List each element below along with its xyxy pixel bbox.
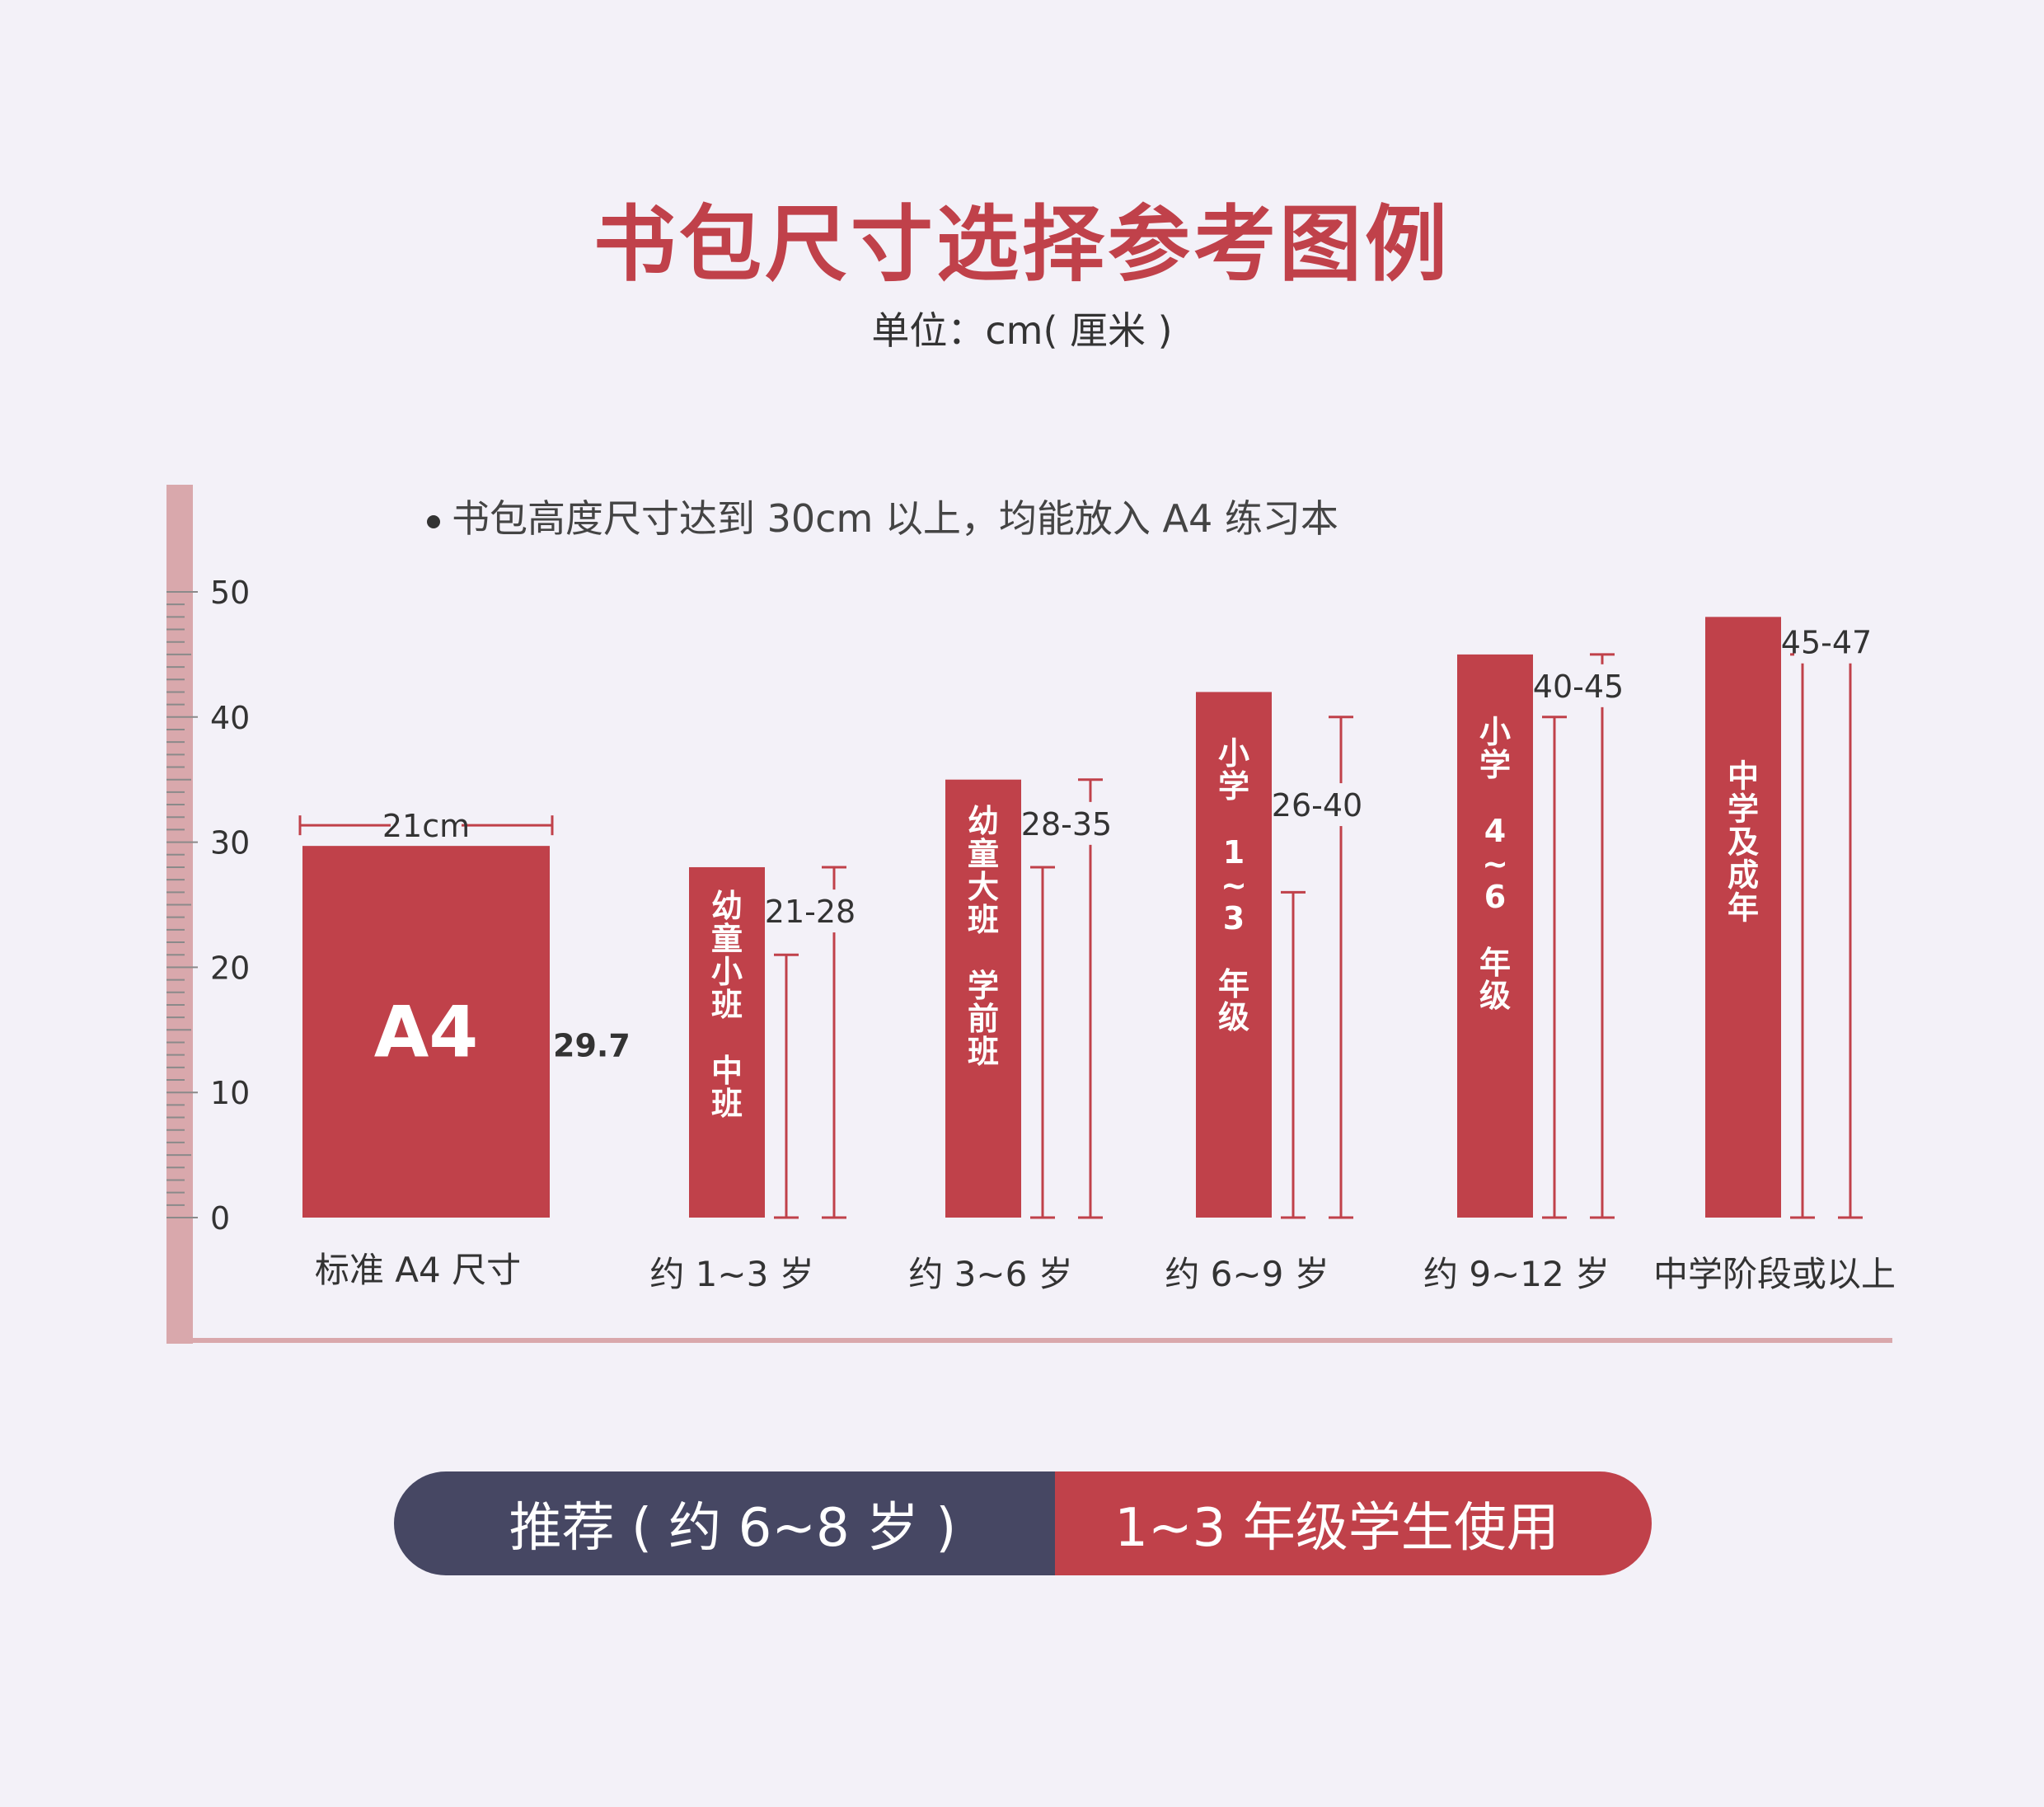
chart-title: 书包尺寸选择参考图例 <box>593 196 1451 293</box>
recommendation-grade: 1~3 年级学生使用 <box>1055 1471 1652 1575</box>
bag-size-chart: 0 10 20 30 40 50 书包高度尺寸达到 30cm 以上，均能放入 A4 练习本… <box>166 485 1896 1344</box>
range-label-bg <box>1794 620 1887 664</box>
a4-label: A4 <box>374 992 478 1074</box>
ruler-strip <box>166 485 193 1344</box>
bag-bar <box>1457 654 1533 1218</box>
range-label: 45-47 <box>1781 625 1872 661</box>
bag-bar <box>945 779 1021 1218</box>
y-tick-label: 10 <box>210 1075 250 1111</box>
bag-bar <box>1705 617 1781 1218</box>
range-label-bg <box>1546 664 1638 707</box>
a4-width-dimension <box>298 815 554 836</box>
a4-reference: A4 29.7 21cm 标准 A4 尺寸 <box>298 808 631 1290</box>
y-tick-labels: 0 10 20 30 40 50 <box>210 575 250 1237</box>
category-label: 约 3~6 岁 <box>908 1254 1072 1294</box>
bag-bar-label: 小学 1 ~3 年级 <box>1218 735 1249 1035</box>
a4-bar <box>302 846 550 1218</box>
bag-size-group: 中学及成年 45-47 中学阶段或以上 <box>1653 617 1896 1294</box>
category-label: 中学阶段或以上 <box>1653 1254 1896 1294</box>
bag-bar-label: 幼童大班 学前班 <box>968 803 999 1070</box>
bag-bar <box>1196 692 1272 1218</box>
bag-size-group: 幼童大班 学前班 28-35 约 3~6 岁 <box>908 778 1127 1294</box>
y-tick-label: 0 <box>210 1200 230 1237</box>
range-label: 40-45 <box>1533 669 1624 705</box>
a4-height-label: 29.7 <box>553 1028 631 1064</box>
recommendation-age: 推荐 ( 约 6~8 岁 ) <box>394 1471 1055 1575</box>
range-label: 28-35 <box>1021 806 1112 842</box>
category-label: 约 1~3 岁 <box>649 1254 813 1294</box>
bag-bar-label: 幼童小班 中班 <box>711 888 743 1122</box>
a4-category-label: 标准 A4 尺寸 <box>315 1250 521 1290</box>
range-label-bg <box>1285 783 1377 827</box>
y-tick-label: 30 <box>210 825 250 861</box>
bag-bar-label: 小学 4 ~6 年级 <box>1479 714 1511 1014</box>
y-tick-label: 40 <box>210 700 250 736</box>
note-text: 书包高度尺寸达到 30cm 以上，均能放入 A4 练习本 <box>452 496 1338 541</box>
bag-bar-label: 中学及成年 <box>1728 758 1759 926</box>
category-label: 约 6~9 岁 <box>1165 1254 1329 1294</box>
a4-width-label: 21cm <box>382 808 470 844</box>
y-tick-label: 20 <box>210 950 250 986</box>
ruler-ticks <box>166 591 198 1218</box>
unit-label: 单位：cm( 厘米 ) <box>871 308 1173 353</box>
bag-bar <box>689 866 765 1218</box>
range-label: 21-28 <box>765 894 856 930</box>
y-tick-label: 50 <box>210 575 250 611</box>
bag-size-group: 幼童小班 中班 21-28 约 1~3 岁 <box>649 866 870 1294</box>
range-label-bg <box>1034 801 1127 845</box>
bag-size-group: 小学 1 ~3 年级 26-40 约 6~9 岁 <box>1165 692 1377 1294</box>
range-label: 26-40 <box>1272 787 1362 824</box>
bar-series: 幼童小班 中班 21-28 约 1~3 岁 幼童大班 学前班 28-35 约 3~6 岁 小… <box>649 617 1896 1294</box>
recommendation-banner: 推荐 ( 约 6~8 岁 ) 1~3 年级学生使用 <box>394 1471 1652 1575</box>
bag-size-group: 小学 4 ~6 年级 40-45 约 9~12 岁 <box>1423 653 1638 1294</box>
category-label: 约 9~12 岁 <box>1423 1254 1610 1294</box>
note-bullet <box>427 515 440 528</box>
range-label-bg <box>778 889 870 933</box>
